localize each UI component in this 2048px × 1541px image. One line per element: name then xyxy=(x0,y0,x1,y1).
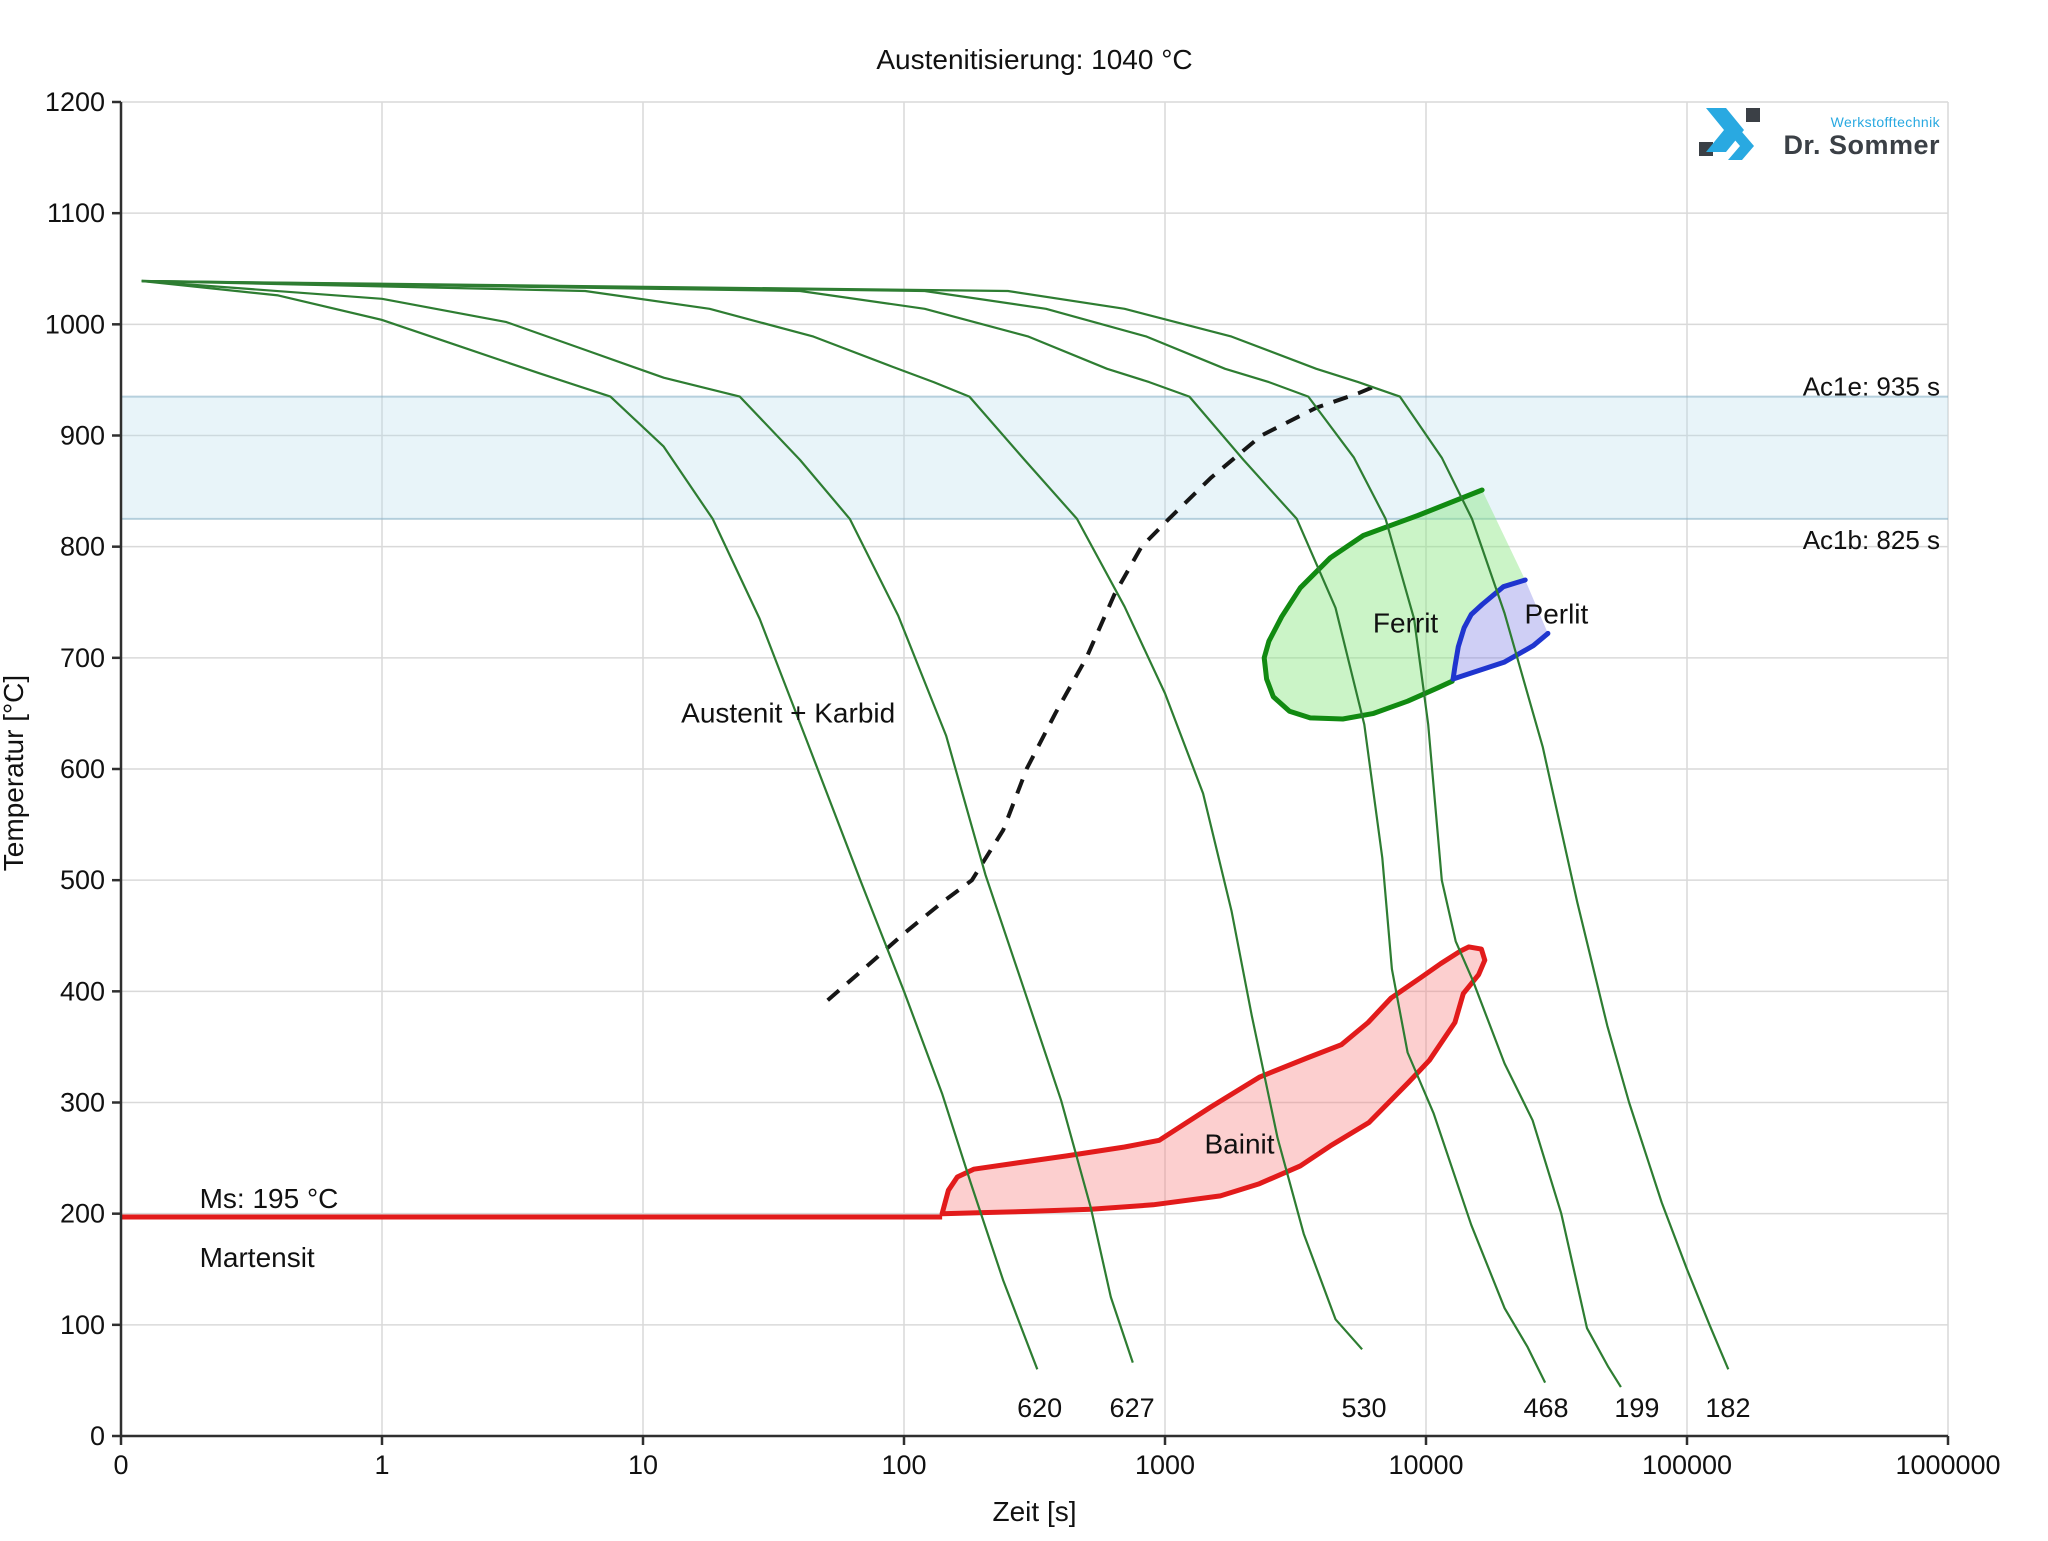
logo-chevron-large xyxy=(1706,108,1744,152)
ac-band xyxy=(121,396,1948,519)
logo-square-bottom xyxy=(1699,142,1713,156)
y-tick-label: 900 xyxy=(60,421,105,451)
hardness-label-627: 627 xyxy=(1110,1393,1155,1423)
logo: Werkstofftechnik Dr. Sommer xyxy=(1698,100,1948,172)
y-tick-label: 1000 xyxy=(45,309,105,339)
y-tick-label: 600 xyxy=(60,754,105,784)
y-tick-label: 500 xyxy=(60,865,105,895)
ms-label: Ms: 195 °C xyxy=(200,1183,339,1214)
y-tick-label: 200 xyxy=(60,1199,105,1229)
logo-text: Werkstofftechnik Dr. Sommer xyxy=(1756,100,1940,161)
logo-brand: Dr. Sommer xyxy=(1783,130,1940,160)
perlit-region-fill xyxy=(1453,580,1548,679)
y-tick-label: 1100 xyxy=(47,198,105,228)
cooling-curve-620 xyxy=(141,279,1039,1370)
logo-square-top xyxy=(1746,108,1760,122)
y-tick-label: 300 xyxy=(60,1088,105,1118)
logo-chevron-small xyxy=(1728,132,1754,160)
y-tick-label: 800 xyxy=(60,532,105,562)
cooling-curve-530 xyxy=(141,279,1363,1351)
hardness-label-530: 530 xyxy=(1342,1393,1387,1423)
cooling-curve-199 xyxy=(141,279,1622,1388)
cooling-curve-182 xyxy=(141,279,1730,1370)
ac1e-label: Ac1e: 935 s xyxy=(1803,372,1940,402)
x-tick-label: 100000 xyxy=(1642,1450,1732,1480)
y-axis-title: Temperatur [°C] xyxy=(0,674,29,872)
y-tick-label: 700 xyxy=(60,643,105,673)
ferrit-outline xyxy=(1261,487,1485,722)
perlit-lower-boundary xyxy=(1450,630,1551,682)
ferrit-region-fill xyxy=(1264,490,1526,719)
perlit-upper-boundary xyxy=(1450,577,1528,682)
austenit-karbid-label: Austenit + Karbid xyxy=(681,697,895,728)
x-axis-title: Zeit [s] xyxy=(992,1496,1077,1527)
perlit-label: Perlit xyxy=(1525,598,1589,629)
y-tick-label: 1200 xyxy=(45,87,105,117)
hardness-label-468: 468 xyxy=(1524,1393,1569,1423)
hardness-label-199: 199 xyxy=(1614,1393,1659,1423)
bainit-label: Bainit xyxy=(1205,1129,1275,1160)
cooling-curve-627 xyxy=(141,279,1134,1363)
x-tick-label: 1 xyxy=(374,1450,389,1480)
x-tick-label: 1000 xyxy=(1135,1450,1195,1480)
austenit-karbid-boundary xyxy=(826,382,1381,1002)
x-tick-label: 10000 xyxy=(1388,1450,1463,1480)
x-tick-label: 100 xyxy=(881,1450,926,1480)
cooling-curve-468 xyxy=(141,279,1547,1384)
martensit-label: Martensit xyxy=(200,1242,315,1273)
x-tick-label: 1000000 xyxy=(1895,1450,2000,1480)
ac1b-label: Ac1b: 825 s xyxy=(1803,525,1940,555)
logo-icon xyxy=(1699,108,1760,160)
chart-title: Austenitisierung: 1040 °C xyxy=(876,44,1193,75)
ferrit-label: Ferrit xyxy=(1373,607,1439,638)
y-tick-label: 100 xyxy=(60,1310,105,1340)
y-tick-label: 400 xyxy=(60,976,105,1006)
bainit-region xyxy=(939,944,1488,1217)
logo-tagline: Werkstofftechnik xyxy=(1830,114,1940,130)
y-tick-label: 0 xyxy=(90,1421,105,1451)
x-tick-label: 0 xyxy=(113,1450,128,1480)
x-tick-label: 10 xyxy=(628,1450,658,1480)
hardness-label-620: 620 xyxy=(1017,1393,1062,1423)
hardness-label-182: 182 xyxy=(1705,1393,1750,1423)
